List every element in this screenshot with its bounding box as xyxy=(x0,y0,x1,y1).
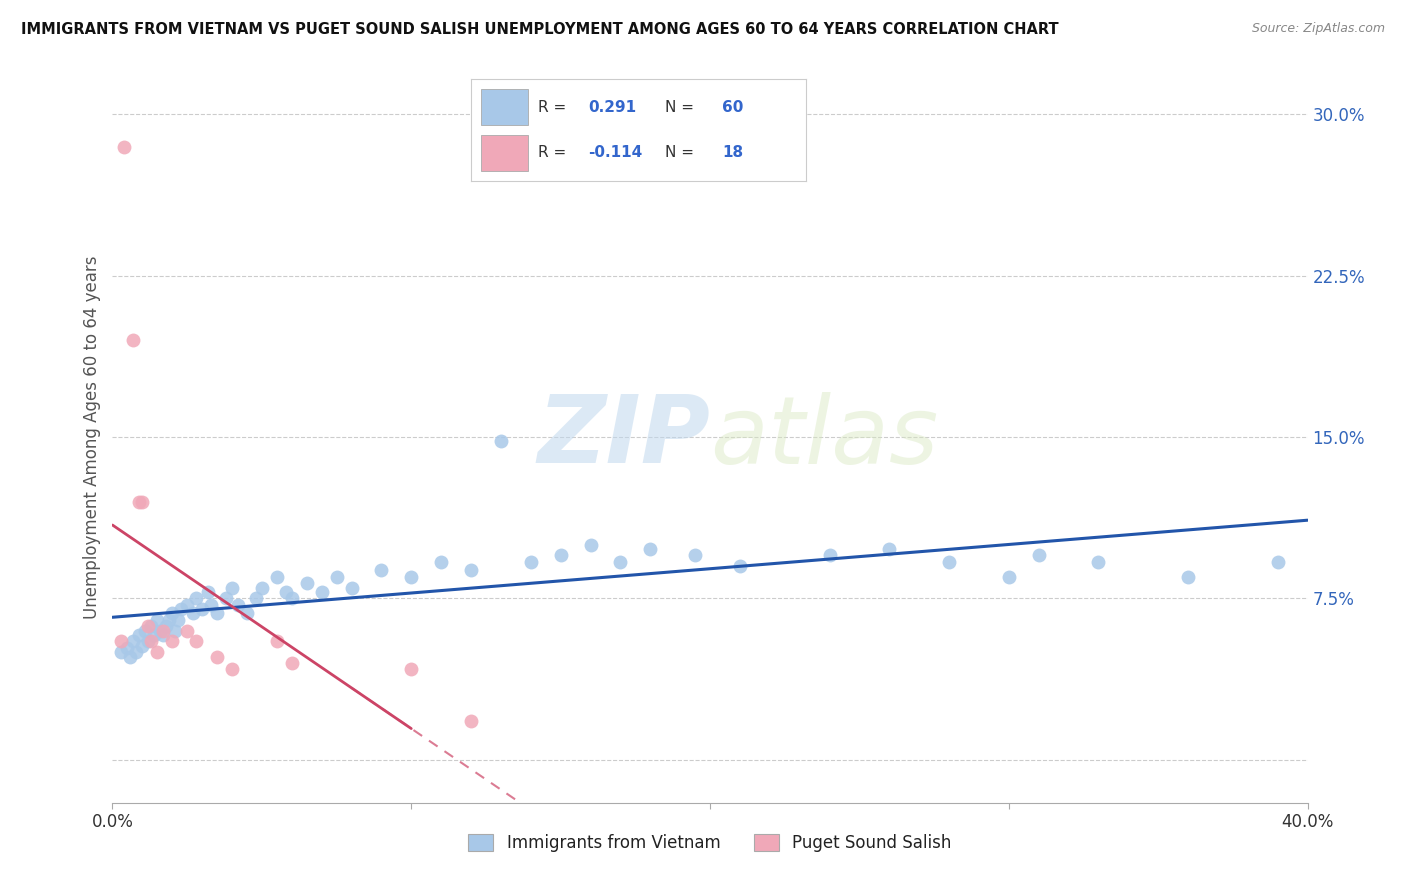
Point xyxy=(197,585,219,599)
Point xyxy=(460,714,482,728)
Point xyxy=(162,607,183,621)
Point xyxy=(325,570,347,584)
Point xyxy=(146,613,169,627)
Point xyxy=(149,624,172,638)
Point xyxy=(489,434,512,449)
Point xyxy=(138,634,160,648)
Point xyxy=(186,591,208,606)
Point xyxy=(311,585,333,599)
Point xyxy=(205,607,228,621)
Point xyxy=(215,591,238,606)
Point xyxy=(430,555,453,569)
Point xyxy=(186,634,208,648)
Point xyxy=(138,619,160,633)
Point xyxy=(167,613,190,627)
Point xyxy=(938,555,960,569)
Point xyxy=(176,598,198,612)
Point xyxy=(181,607,204,621)
Point xyxy=(683,549,706,563)
Point xyxy=(120,649,142,664)
Point xyxy=(131,639,153,653)
Point xyxy=(520,555,543,569)
Point xyxy=(1028,549,1050,563)
Point xyxy=(281,591,304,606)
Point xyxy=(165,624,187,638)
Point xyxy=(295,576,318,591)
Point xyxy=(370,564,392,578)
Point xyxy=(191,602,214,616)
Point xyxy=(110,645,132,659)
Point xyxy=(157,613,180,627)
Point xyxy=(401,662,423,676)
Point xyxy=(1177,570,1199,584)
Point xyxy=(125,645,148,659)
Point xyxy=(146,645,169,659)
Point xyxy=(205,649,228,664)
Point xyxy=(162,634,183,648)
Point xyxy=(117,640,139,655)
Point xyxy=(340,581,363,595)
Text: ZIP: ZIP xyxy=(537,391,710,483)
Point xyxy=(122,634,145,648)
Point xyxy=(579,538,602,552)
Point xyxy=(998,570,1021,584)
Point xyxy=(155,619,177,633)
Point xyxy=(245,591,267,606)
Text: Source: ZipAtlas.com: Source: ZipAtlas.com xyxy=(1251,22,1385,36)
Point xyxy=(152,628,174,642)
Point xyxy=(281,656,304,670)
Point xyxy=(134,624,156,638)
Point xyxy=(274,585,297,599)
Point xyxy=(143,628,166,642)
Text: atlas: atlas xyxy=(710,392,938,483)
Point xyxy=(141,634,163,648)
Point xyxy=(170,602,193,616)
Y-axis label: Unemployment Among Ages 60 to 64 years: Unemployment Among Ages 60 to 64 years xyxy=(83,255,101,619)
Point xyxy=(226,598,249,612)
Legend: Immigrants from Vietnam, Puget Sound Salish: Immigrants from Vietnam, Puget Sound Sal… xyxy=(460,825,960,860)
Point xyxy=(152,624,174,638)
Point xyxy=(141,619,163,633)
Point xyxy=(128,494,150,508)
Point xyxy=(879,541,901,556)
Point xyxy=(221,581,243,595)
Point xyxy=(609,555,631,569)
Point xyxy=(250,581,273,595)
Point xyxy=(1087,555,1109,569)
Point xyxy=(550,549,572,563)
Point xyxy=(728,559,751,574)
Point xyxy=(266,570,288,584)
Text: IMMIGRANTS FROM VIETNAM VS PUGET SOUND SALISH UNEMPLOYMENT AMONG AGES 60 TO 64 Y: IMMIGRANTS FROM VIETNAM VS PUGET SOUND S… xyxy=(21,22,1059,37)
Point xyxy=(221,662,243,676)
Point xyxy=(460,564,482,578)
Point xyxy=(114,139,135,153)
Point xyxy=(818,549,841,563)
Point xyxy=(128,628,150,642)
Point xyxy=(200,598,222,612)
Point xyxy=(131,494,153,508)
Point xyxy=(640,541,662,556)
Point xyxy=(176,624,198,638)
Point xyxy=(266,634,288,648)
Point xyxy=(110,634,132,648)
Point xyxy=(401,570,423,584)
Point xyxy=(1267,555,1289,569)
Point xyxy=(122,333,145,347)
Point xyxy=(236,607,259,621)
